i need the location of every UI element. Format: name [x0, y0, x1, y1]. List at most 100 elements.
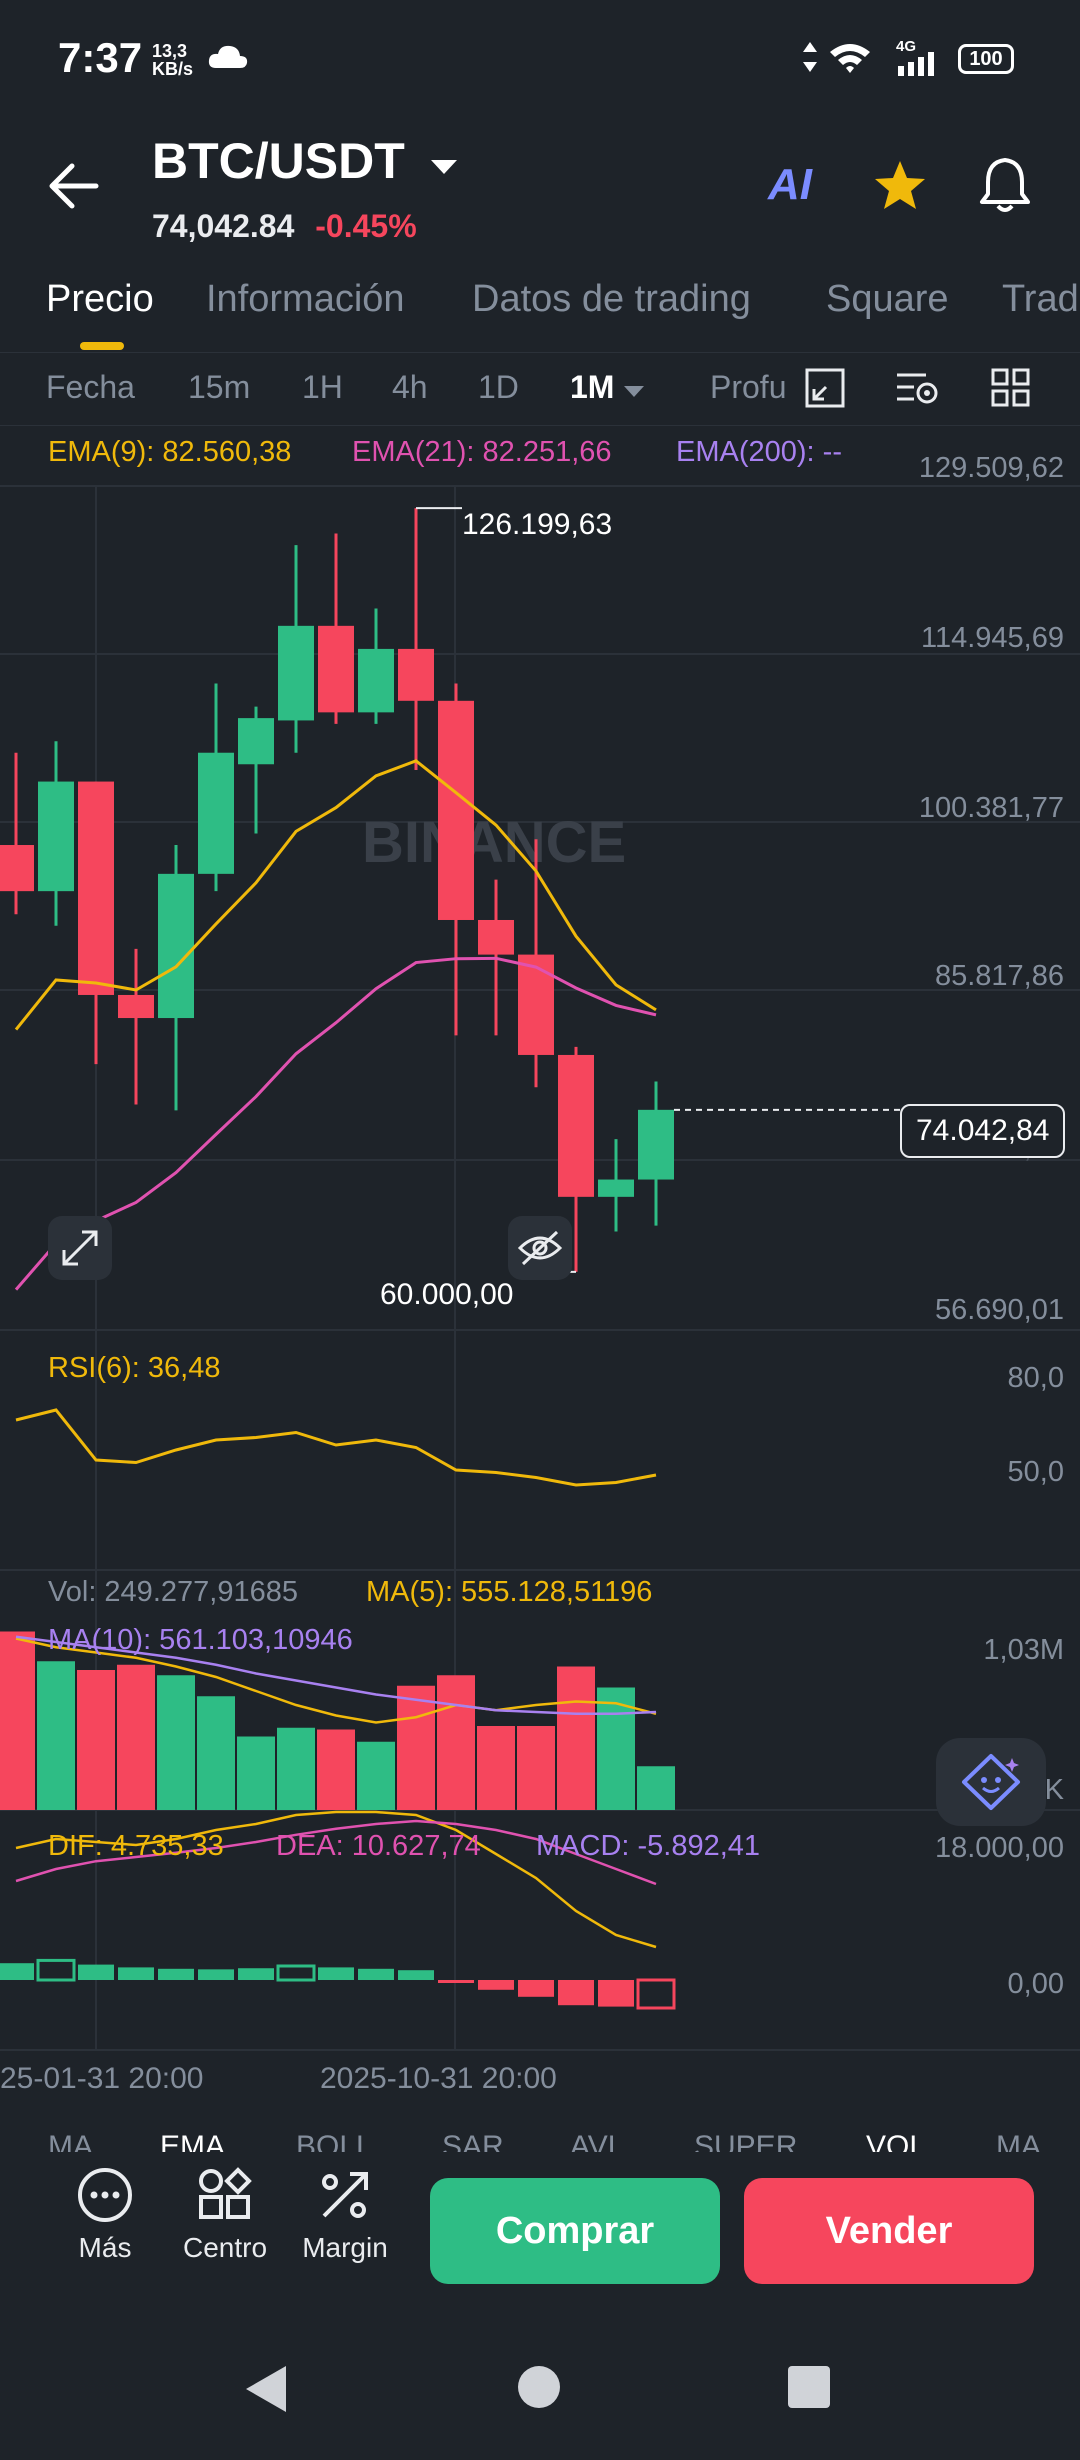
candle-body: [198, 752, 234, 874]
timeframe-4h[interactable]: 4h: [392, 369, 428, 405]
macd-axis-label: 0,00: [1007, 1968, 1064, 2000]
center-button[interactable]: Centro: [170, 2166, 280, 2264]
tab-informacion[interactable]: Información: [206, 278, 405, 320]
center-icon: [199, 2167, 252, 2219]
ai-icon[interactable]: AI: [768, 160, 812, 209]
hide-annotations-button[interactable]: [508, 1216, 572, 1280]
nav-back-icon[interactable]: [244, 2364, 288, 2414]
volume-axis-label: K: [1044, 1774, 1064, 1806]
timeframe-bar: Fecha 15m 1H 4h 1D 1M Profu: [0, 352, 1080, 426]
volume-bar: [477, 1726, 515, 1810]
volume-ma5-line: [15, 1637, 657, 1724]
price-axis-label: 56.690,01: [934, 1294, 1064, 1326]
indicator-tab-ema[interactable]: EMA: [160, 2130, 226, 2152]
indicator-tab-ma[interactable]: MA: [48, 2130, 93, 2152]
nav-home-icon[interactable]: [516, 2364, 562, 2410]
candles-layer: [0, 507, 900, 1273]
sell-button[interactable]: Vender: [744, 2178, 1034, 2284]
assistant-button[interactable]: [936, 1738, 1046, 1826]
candle-body: [638, 1109, 674, 1180]
indicator-tab-sar[interactable]: SAR: [442, 2130, 504, 2152]
network-type: 4G: [896, 38, 917, 55]
assistant-face-icon: [962, 1754, 1020, 1810]
tab-square[interactable]: Square: [826, 278, 949, 320]
candle-body: [478, 919, 514, 955]
macd-histogram-bar: [398, 1970, 434, 1980]
bell-icon[interactable]: [978, 156, 1032, 214]
macd-histogram-bar: [276, 1964, 316, 1982]
ema21-label: EMA(21): 82.251,66: [352, 436, 612, 468]
macd-histogram-bar: [438, 1980, 474, 1983]
timeframe-1m[interactable]: 1M: [570, 369, 645, 406]
star-icon[interactable]: [872, 158, 928, 214]
current-price-tag[interactable]: 74.042,84: [900, 1104, 1066, 1158]
wifi-icon: [830, 44, 870, 73]
candle-body: [318, 625, 354, 713]
volume-bar: [237, 1736, 275, 1810]
timeframe-profundidad[interactable]: Profu: [710, 369, 787, 405]
tab-precio[interactable]: Precio: [46, 278, 154, 320]
volume-bar: [637, 1766, 675, 1810]
indicator-tab-super[interactable]: SUPER: [694, 2130, 798, 2152]
indicator-tab-vol[interactable]: VOL: [866, 2130, 927, 2152]
network-speed: 13,3 KB/s: [152, 41, 194, 79]
volume-bar: [0, 1631, 35, 1810]
ema9-label: EMA(9): 82.560,38: [48, 436, 292, 468]
candle-body: [238, 718, 274, 765]
rsi-axis-label: 50,0: [1007, 1456, 1064, 1488]
binance-watermark: BINANCE: [362, 810, 626, 875]
volume-bar: [357, 1741, 395, 1810]
indicator-settings-icon[interactable]: [894, 367, 940, 409]
tab-trading[interactable]: Trad: [1002, 278, 1079, 320]
volume-ma10-label: MA(10): 561.103,10946: [48, 1624, 353, 1656]
buy-button[interactable]: Comprar: [430, 2178, 720, 2284]
margin-button[interactable]: Margin: [290, 2166, 400, 2264]
more-button[interactable]: Más: [50, 2166, 160, 2264]
nav-recents-icon[interactable]: [786, 2364, 832, 2410]
cloud-icon: [208, 45, 248, 68]
tab-datos-de-trading[interactable]: Datos de trading: [472, 278, 751, 320]
candle-body: [158, 873, 194, 1019]
x-axis-label: 25-01-31 20:00: [0, 2062, 204, 2095]
indicator-lines: [14, 759, 657, 1291]
indicator-tab-boll[interactable]: BOLL: [296, 2130, 373, 2152]
macd-histogram-bar: [0, 1963, 34, 1980]
candle-body: [558, 1054, 594, 1197]
macd-histogram-bar: [558, 1980, 594, 2006]
macd-histogram-bar: [238, 1968, 274, 1980]
active-tab-indicator: [80, 342, 124, 350]
back-arrow-icon[interactable]: [46, 160, 100, 212]
volume-bar: [557, 1666, 595, 1810]
volume-bar: [277, 1727, 315, 1810]
price-axis-label: 129.509,62: [918, 452, 1064, 484]
timeframe-fecha[interactable]: Fecha: [46, 369, 135, 405]
timeframe-1h[interactable]: 1H: [302, 369, 343, 405]
timeframe-15m[interactable]: 15m: [188, 369, 251, 405]
candle-body: [78, 781, 114, 995]
action-bar: Más Centro Margin Comprar Vender: [0, 2152, 1080, 2322]
fullscreen-icon[interactable]: [804, 367, 846, 409]
indicator-tab-ma-sub[interactable]: MA: [996, 2130, 1041, 2152]
volume-bar: [397, 1685, 435, 1810]
macd-dea-line: [15, 1819, 657, 1886]
expand-chart-button[interactable]: [48, 1216, 112, 1280]
layout-grid-icon[interactable]: [990, 367, 1032, 409]
candle-body: [358, 648, 394, 713]
macd-histogram-bar: [158, 1968, 194, 1980]
x-axis-label: 2025-10-31 20:00: [320, 2062, 557, 2095]
candle-body: [38, 781, 74, 892]
price-axis-label: 100.381,77: [918, 792, 1064, 824]
price-axis-label: 114.945,69: [921, 622, 1064, 654]
ema200-label: EMA(200): --: [676, 436, 842, 468]
macd-pane: [0, 1810, 676, 2010]
indicator-tab-avl[interactable]: AVL: [570, 2130, 625, 2152]
last-price: 74,042.84: [152, 208, 295, 244]
macd-value-label: MACD: -5.892,41: [536, 1830, 761, 1862]
rsi-line: [15, 1408, 657, 1487]
price-chart[interactable]: BINANCE: [0, 424, 1080, 2124]
volume-ma5-label: MA(5): 555.128,51196: [366, 1576, 653, 1608]
timeframe-1d[interactable]: 1D: [478, 369, 519, 405]
pair-selector[interactable]: BTC/USDT: [152, 132, 459, 190]
rsi-axis-label: 80,0: [1007, 1362, 1064, 1394]
ema21-line: [14, 956, 657, 1291]
